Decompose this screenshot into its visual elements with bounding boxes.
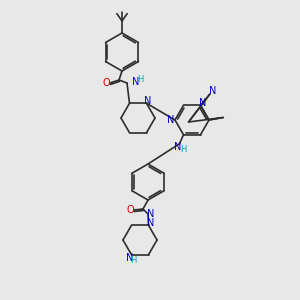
- Text: N: N: [126, 253, 133, 263]
- Text: H: H: [130, 256, 137, 265]
- Text: N: N: [132, 77, 140, 87]
- Text: N: N: [147, 218, 154, 228]
- Text: H: H: [137, 76, 143, 85]
- Text: N: N: [209, 86, 217, 96]
- Text: H: H: [180, 145, 187, 154]
- Text: N: N: [147, 209, 155, 219]
- Text: O: O: [102, 78, 110, 88]
- Text: O: O: [126, 205, 134, 215]
- Text: N: N: [199, 98, 206, 108]
- Text: N: N: [174, 142, 181, 152]
- Text: N: N: [167, 115, 175, 125]
- Text: N: N: [144, 96, 151, 106]
